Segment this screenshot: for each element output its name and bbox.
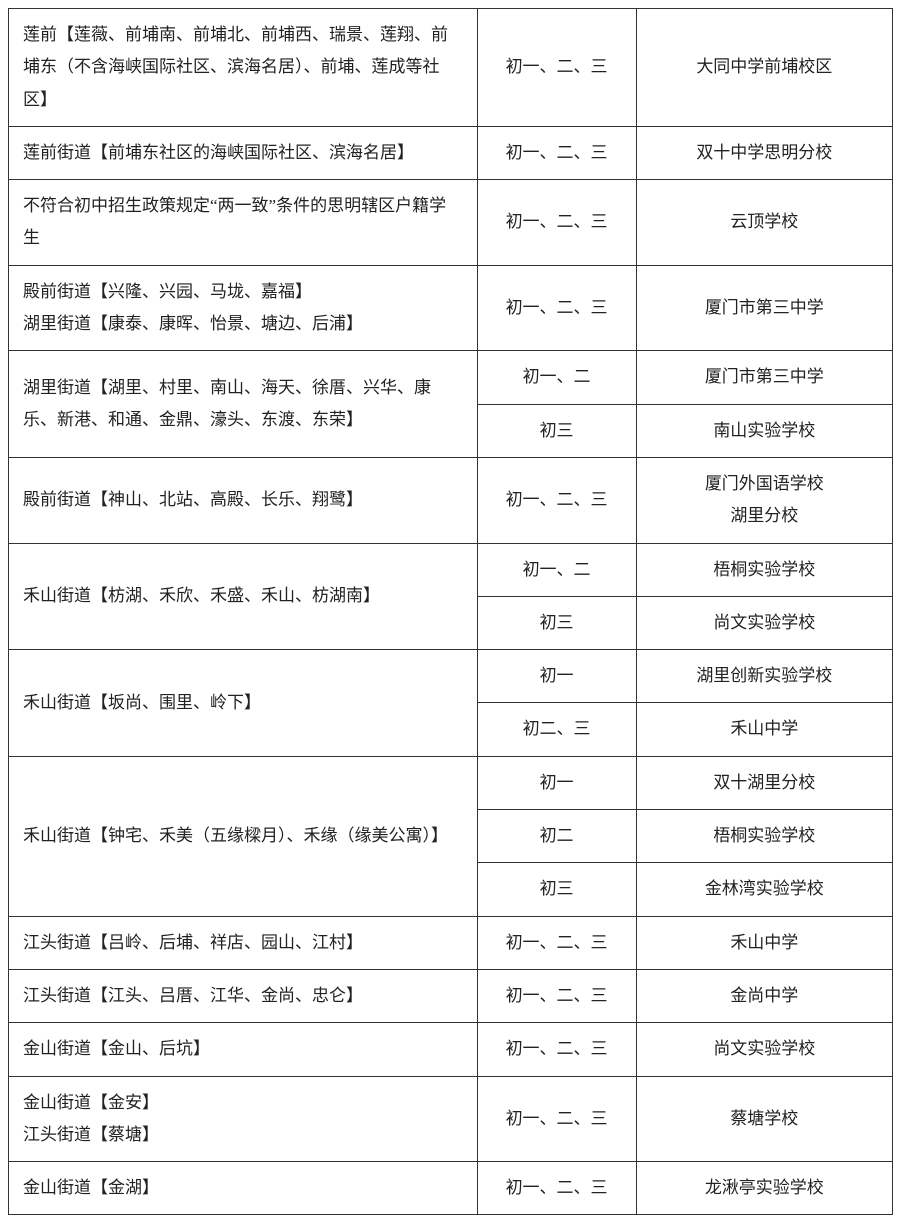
school-cell: 梧桐实验学校	[636, 810, 892, 863]
grade-cell: 初一、二	[477, 351, 636, 404]
grade-cell: 初一、二、三	[477, 265, 636, 351]
table-body: 莲前【莲薇、前埔南、前埔北、前埔西、瑞景、莲翔、前埔东（不含海峡国际社区、滨海名…	[9, 9, 893, 1215]
grade-cell: 初二、三	[477, 703, 636, 756]
grade-cell: 初三	[477, 863, 636, 916]
school-cell: 南山实验学校	[636, 404, 892, 457]
grade-cell: 初一、二、三	[477, 9, 636, 127]
table-row: 金山街道【金安】江头街道【蔡塘】 初一、二、三 蔡塘学校	[9, 1076, 893, 1162]
grade-cell: 初三	[477, 596, 636, 649]
table-row: 金山街道【金湖】 初一、二、三 龙湫亭实验学校	[9, 1162, 893, 1215]
area-cell: 禾山街道【钟宅、禾美（五缘樑月）、禾缘（缘美公寓）】	[9, 756, 478, 916]
grade-cell: 初一、二	[477, 543, 636, 596]
area-cell: 金山街道【金安】江头街道【蔡塘】	[9, 1076, 478, 1162]
table-row: 不符合初中招生政策规定“两一致”条件的思明辖区户籍学生 初一、二、三 云顶学校	[9, 180, 893, 266]
area-cell: 禾山街道【枋湖、禾欣、禾盛、禾山、枋湖南】	[9, 543, 478, 650]
school-cell: 厦门市第三中学	[636, 351, 892, 404]
school-cell: 厦门市第三中学	[636, 265, 892, 351]
table-row: 禾山街道【枋湖、禾欣、禾盛、禾山、枋湖南】 初一、二 梧桐实验学校	[9, 543, 893, 596]
table-row: 禾山街道【坂尚、围里、岭下】 初一 湖里创新实验学校	[9, 650, 893, 703]
area-cell: 金山街道【金湖】	[9, 1162, 478, 1215]
school-cell: 大同中学前埔校区	[636, 9, 892, 127]
school-cell: 湖里创新实验学校	[636, 650, 892, 703]
grade-cell: 初一、二、三	[477, 1076, 636, 1162]
grade-cell: 初一	[477, 650, 636, 703]
school-cell: 金尚中学	[636, 969, 892, 1022]
table-row: 禾山街道【钟宅、禾美（五缘樑月）、禾缘（缘美公寓）】 初一 双十湖里分校	[9, 756, 893, 809]
grade-cell: 初一、二、三	[477, 457, 636, 543]
school-cell: 尚文实验学校	[636, 1023, 892, 1076]
table-row: 湖里街道【湖里、村里、南山、海天、徐厝、兴华、康乐、新港、和通、金鼎、濠头、东渡…	[9, 351, 893, 404]
table-row: 殿前街道【神山、北站、高殿、长乐、翔鹭】 初一、二、三 厦门外国语学校湖里分校	[9, 457, 893, 543]
grade-cell: 初三	[477, 404, 636, 457]
school-cell: 厦门外国语学校湖里分校	[636, 457, 892, 543]
grade-cell: 初一、二、三	[477, 1023, 636, 1076]
school-cell: 禾山中学	[636, 703, 892, 756]
table-row: 莲前街道【前埔东社区的海峡国际社区、滨海名居】 初一、二、三 双十中学思明分校	[9, 126, 893, 179]
school-cell: 双十湖里分校	[636, 756, 892, 809]
area-cell: 江头街道【吕岭、后埔、祥店、园山、江村】	[9, 916, 478, 969]
table-row: 江头街道【吕岭、后埔、祥店、园山、江村】 初一、二、三 禾山中学	[9, 916, 893, 969]
table-row: 殿前街道【兴隆、兴园、马垅、嘉福】湖里街道【康泰、康晖、怡景、塘边、后浦】 初一…	[9, 265, 893, 351]
school-cell: 云顶学校	[636, 180, 892, 266]
school-cell: 双十中学思明分校	[636, 126, 892, 179]
school-cell: 尚文实验学校	[636, 596, 892, 649]
area-cell: 殿前街道【神山、北站、高殿、长乐、翔鹭】	[9, 457, 478, 543]
area-cell: 莲前【莲薇、前埔南、前埔北、前埔西、瑞景、莲翔、前埔东（不含海峡国际社区、滨海名…	[9, 9, 478, 127]
area-cell: 金山街道【金山、后坑】	[9, 1023, 478, 1076]
school-cell: 龙湫亭实验学校	[636, 1162, 892, 1215]
grade-cell: 初一、二、三	[477, 916, 636, 969]
area-cell: 不符合初中招生政策规定“两一致”条件的思明辖区户籍学生	[9, 180, 478, 266]
area-cell: 禾山街道【坂尚、围里、岭下】	[9, 650, 478, 757]
area-cell: 江头街道【江头、吕厝、江华、金尚、忠仑】	[9, 969, 478, 1022]
table-row: 莲前【莲薇、前埔南、前埔北、前埔西、瑞景、莲翔、前埔东（不含海峡国际社区、滨海名…	[9, 9, 893, 127]
school-district-table: 莲前【莲薇、前埔南、前埔北、前埔西、瑞景、莲翔、前埔东（不含海峡国际社区、滨海名…	[8, 8, 893, 1215]
grade-cell: 初一、二、三	[477, 1162, 636, 1215]
grade-cell: 初一、二、三	[477, 180, 636, 266]
grade-cell: 初二	[477, 810, 636, 863]
table-row: 金山街道【金山、后坑】 初一、二、三 尚文实验学校	[9, 1023, 893, 1076]
table-row: 江头街道【江头、吕厝、江华、金尚、忠仑】 初一、二、三 金尚中学	[9, 969, 893, 1022]
grade-cell: 初一、二、三	[477, 126, 636, 179]
area-cell: 莲前街道【前埔东社区的海峡国际社区、滨海名居】	[9, 126, 478, 179]
grade-cell: 初一	[477, 756, 636, 809]
school-cell: 金林湾实验学校	[636, 863, 892, 916]
school-cell: 蔡塘学校	[636, 1076, 892, 1162]
school-cell: 禾山中学	[636, 916, 892, 969]
area-cell: 殿前街道【兴隆、兴园、马垅、嘉福】湖里街道【康泰、康晖、怡景、塘边、后浦】	[9, 265, 478, 351]
school-cell: 梧桐实验学校	[636, 543, 892, 596]
grade-cell: 初一、二、三	[477, 969, 636, 1022]
area-cell: 湖里街道【湖里、村里、南山、海天、徐厝、兴华、康乐、新港、和通、金鼎、濠头、东渡…	[9, 351, 478, 458]
